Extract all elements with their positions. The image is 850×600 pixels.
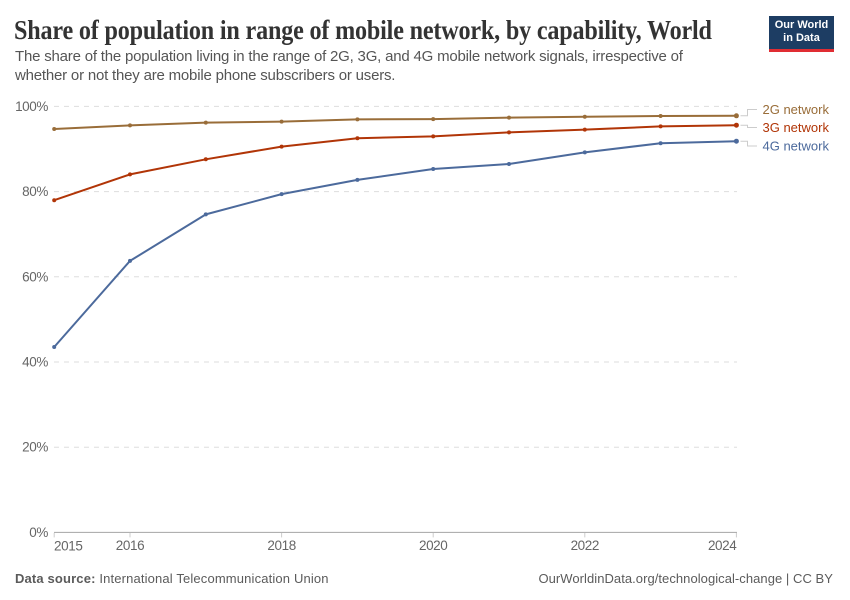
svg-text:4G network: 4G network	[763, 139, 830, 154]
svg-text:2016: 2016	[116, 538, 144, 553]
svg-text:2015: 2015	[54, 538, 82, 553]
svg-text:2022: 2022	[571, 538, 599, 553]
svg-text:20%: 20%	[22, 440, 48, 455]
svg-text:3G network: 3G network	[763, 120, 830, 135]
svg-text:2018: 2018	[267, 538, 295, 553]
svg-text:2024: 2024	[708, 538, 737, 553]
svg-text:2G network: 2G network	[763, 102, 830, 117]
svg-text:100%: 100%	[15, 99, 48, 114]
svg-text:2020: 2020	[419, 538, 447, 553]
svg-text:80%: 80%	[22, 184, 48, 199]
svg-text:0%: 0%	[29, 525, 48, 540]
svg-text:40%: 40%	[22, 355, 48, 370]
svg-text:60%: 60%	[22, 269, 48, 284]
